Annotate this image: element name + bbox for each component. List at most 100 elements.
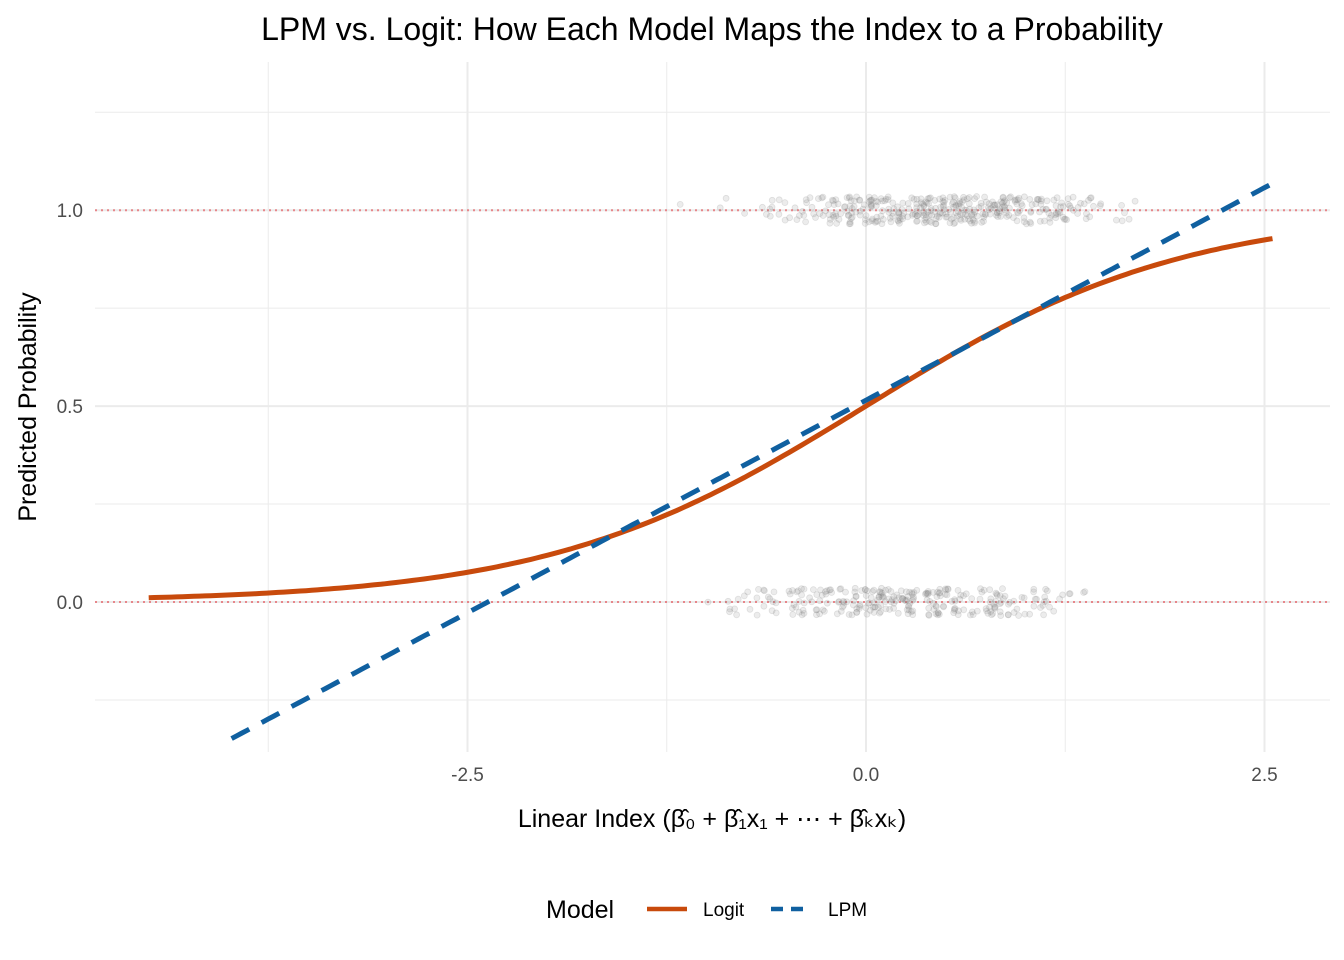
observation-point — [822, 588, 829, 595]
observation-point — [1011, 196, 1019, 204]
observation-point — [1050, 607, 1058, 615]
observation-point — [999, 585, 1006, 592]
observation-point — [1028, 201, 1036, 209]
observation-point — [924, 588, 932, 595]
observation-point — [962, 590, 970, 598]
observation-point — [793, 216, 801, 224]
observation-point — [753, 594, 761, 602]
observation-point — [996, 207, 1003, 215]
observation-point — [906, 599, 914, 607]
observation-point — [895, 209, 902, 217]
observation-point — [1077, 199, 1084, 207]
observation-point — [1060, 215, 1068, 223]
observation-point — [898, 206, 906, 213]
observation-point — [1041, 593, 1049, 601]
observation-point — [852, 592, 860, 600]
observation-point — [934, 588, 941, 596]
observation-point — [1034, 196, 1042, 203]
observation-point — [960, 592, 967, 599]
observation-point — [947, 208, 954, 216]
observation-point — [835, 598, 843, 605]
observation-point — [786, 590, 794, 598]
observation-point — [946, 219, 954, 227]
legend-title: Model — [546, 896, 614, 924]
observation-point — [908, 590, 916, 598]
observation-point — [869, 215, 876, 223]
observation-point — [847, 197, 855, 205]
observation-point — [827, 586, 834, 594]
observation-point — [1039, 602, 1047, 609]
observation-point — [933, 593, 941, 600]
observation-point — [980, 213, 988, 221]
observation-point — [1039, 205, 1047, 213]
observation-point — [1065, 590, 1073, 598]
observation-point — [937, 592, 944, 600]
observation-point — [970, 206, 978, 214]
observation-point — [846, 220, 854, 228]
observation-point — [731, 605, 738, 613]
observation-point — [795, 598, 803, 605]
observation-point — [798, 611, 806, 619]
observation-point — [852, 593, 860, 600]
observation-point — [903, 606, 911, 614]
observation-point — [1070, 206, 1077, 214]
observation-point — [1017, 200, 1025, 208]
observation-point — [971, 195, 978, 203]
observation-point — [899, 199, 907, 207]
observation-point — [928, 211, 936, 219]
observation-point — [1003, 213, 1011, 220]
observation-point — [1004, 611, 1012, 619]
observation-point — [1066, 202, 1074, 210]
observation-point — [862, 604, 870, 612]
observation-point — [1015, 612, 1022, 619]
observation-point — [971, 217, 978, 225]
observation-point — [993, 590, 1001, 598]
observation-point — [800, 585, 808, 593]
observation-point — [913, 195, 921, 203]
observation-point — [1037, 197, 1045, 205]
observation-point — [867, 202, 875, 210]
observation-point — [925, 612, 933, 619]
observation-point — [959, 209, 967, 217]
observation-point — [925, 211, 933, 219]
observation-point — [789, 611, 797, 618]
chart-title: LPM vs. Logit: How Each Model Maps the I… — [261, 11, 1163, 47]
observation-point — [961, 206, 968, 214]
observation-point — [1033, 595, 1040, 603]
observation-point — [870, 609, 878, 616]
observation-point — [987, 608, 995, 615]
observation-point — [982, 605, 990, 612]
observation-point — [861, 586, 869, 593]
observation-point — [910, 595, 917, 603]
observation-point — [825, 211, 833, 219]
observation-point — [983, 607, 990, 615]
observation-point — [1036, 208, 1043, 216]
observation-point — [936, 195, 943, 203]
observation-point — [923, 590, 931, 597]
observation-point — [866, 197, 874, 205]
observation-point — [978, 588, 986, 596]
observation-point — [992, 589, 1000, 597]
observation-point — [960, 606, 968, 614]
observation-point — [734, 595, 742, 603]
observation-point — [1021, 193, 1028, 201]
observation-point — [798, 585, 805, 593]
observation-point — [985, 206, 993, 214]
observation-point — [1037, 604, 1044, 611]
observation-point — [915, 211, 923, 218]
observation-point — [913, 217, 920, 225]
observation-point — [792, 603, 800, 611]
observation-point — [761, 587, 768, 595]
observation-point — [763, 210, 770, 218]
observation-point — [944, 585, 952, 593]
observation-point — [1048, 211, 1055, 219]
observation-point — [877, 212, 885, 220]
observation-point — [799, 606, 807, 614]
observation-point — [733, 611, 740, 619]
observation-point — [909, 210, 917, 218]
observation-point — [837, 585, 845, 593]
observation-point — [949, 198, 957, 206]
observation-point — [830, 213, 838, 221]
observation-point — [1020, 214, 1028, 222]
observation-point — [958, 204, 966, 212]
